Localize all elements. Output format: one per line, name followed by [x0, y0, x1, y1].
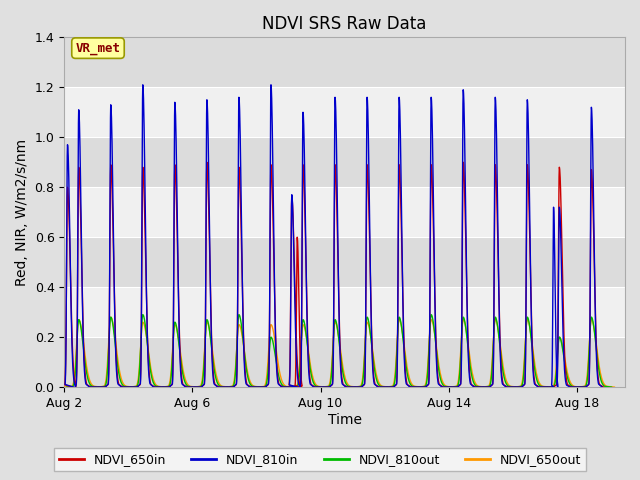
Bar [64, 337, 625, 387]
Legend: NDVI_650in, NDVI_810in, NDVI_810out, NDVI_650out: NDVI_650in, NDVI_810in, NDVI_810out, NDV… [54, 448, 586, 471]
Bar [64, 137, 625, 187]
Bar [64, 237, 625, 287]
Bar [64, 287, 625, 337]
X-axis label: Time: Time [328, 413, 362, 427]
Title: NDVI SRS Raw Data: NDVI SRS Raw Data [262, 15, 427, 33]
Bar [64, 37, 625, 87]
Bar [64, 187, 625, 237]
Bar [64, 87, 625, 137]
Y-axis label: Red, NIR, W/m2/s/nm: Red, NIR, W/m2/s/nm [15, 139, 29, 286]
Text: VR_met: VR_met [76, 42, 120, 55]
